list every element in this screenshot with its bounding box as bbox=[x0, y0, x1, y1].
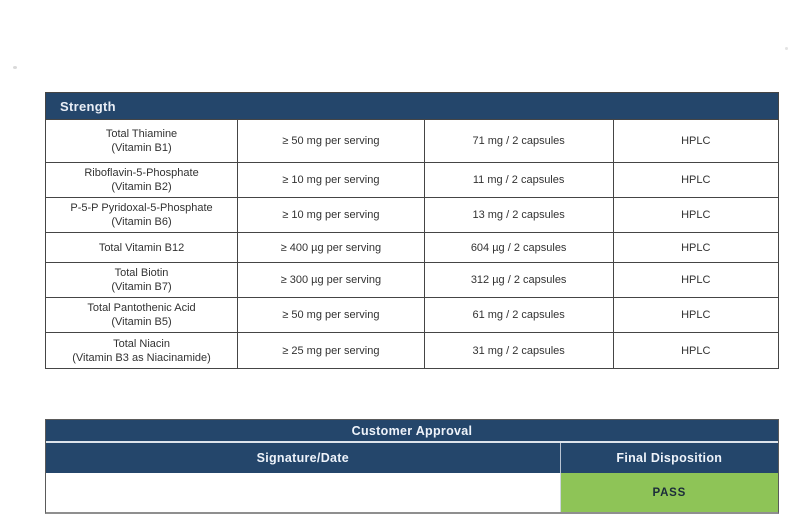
spec-cell: ≥ 300 µg per serving bbox=[237, 263, 424, 297]
spec-value: ≥ 25 mg per serving bbox=[282, 344, 380, 357]
final-disposition-label: Final Disposition bbox=[616, 451, 723, 465]
method-cell: HPLC bbox=[612, 263, 778, 297]
analyte-vitamin: (Vitamin B2) bbox=[111, 181, 172, 193]
method-value: HPLC bbox=[681, 135, 711, 147]
analyte-cell: Total Biotin (Vitamin B7) bbox=[46, 263, 237, 297]
analyte-vitamin: (Vitamin B7) bbox=[111, 281, 172, 293]
spec-value: ≥ 50 mg per serving bbox=[282, 135, 380, 147]
analyte-name: Riboflavin-5-Phosphate bbox=[84, 167, 199, 179]
spec-value: ≥ 50 mg per serving bbox=[282, 309, 380, 321]
signature-field[interactable] bbox=[46, 473, 561, 512]
result-value: 71 mg / 2 capsules bbox=[472, 135, 565, 147]
final-disposition-header: Final Disposition bbox=[561, 443, 778, 473]
analyte-vitamin: (Vitamin B3 as Niacinamide) bbox=[72, 351, 211, 364]
table-row: Riboflavin-5-Phosphate (Vitamin B2) ≥ 10… bbox=[46, 162, 778, 197]
table-row: Total Biotin (Vitamin B7) ≥ 300 µg per s… bbox=[46, 262, 778, 297]
analyte-cell: P-5-P Pyridoxal-5-Phosphate (Vitamin B6) bbox=[46, 198, 237, 232]
scan-artifact bbox=[13, 66, 17, 69]
method-value: HPLC bbox=[681, 241, 711, 254]
method-value: HPLC bbox=[681, 209, 711, 221]
method-value: HPLC bbox=[681, 344, 711, 357]
strength-title: Strength bbox=[60, 98, 116, 114]
analyte-name: P-5-P Pyridoxal-5-Phosphate bbox=[70, 202, 213, 214]
analyte-vitamin: (Vitamin B6) bbox=[111, 216, 172, 228]
result-value: 312 µg / 2 capsules bbox=[470, 274, 567, 286]
table-row: Total Vitamin B12 ≥ 400 µg per serving 6… bbox=[46, 232, 778, 262]
analyte-cell: Total Niacin (Vitamin B3 as Niacinamide) bbox=[46, 333, 237, 368]
spec-cell: ≥ 10 mg per serving bbox=[237, 198, 424, 232]
approval-column-headers: Signature/Date Final Disposition bbox=[46, 443, 778, 473]
result-cell: 11 mg / 2 capsules bbox=[423, 163, 613, 197]
spec-cell: ≥ 25 mg per serving bbox=[237, 333, 424, 368]
result-cell: 312 µg / 2 capsules bbox=[423, 263, 613, 297]
analyte-name: Total Vitamin B12 bbox=[98, 241, 185, 254]
analyte-name: Total Pantothenic Acid bbox=[87, 302, 196, 314]
result-cell: 31 mg / 2 capsules bbox=[423, 333, 613, 368]
final-disposition-cell: PASS bbox=[560, 473, 778, 512]
strength-table: Strength Total Thiamine (Vitamin B1) ≥ 5… bbox=[45, 92, 779, 369]
spec-cell: ≥ 10 mg per serving bbox=[237, 163, 424, 197]
method-cell: HPLC bbox=[612, 298, 778, 332]
signature-date-header: Signature/Date bbox=[46, 443, 561, 473]
analyte-cell: Total Vitamin B12 bbox=[46, 233, 237, 262]
table-row: Total Pantothenic Acid (Vitamin B5) ≥ 50… bbox=[46, 297, 778, 332]
customer-approval-title: Customer Approval bbox=[351, 423, 473, 438]
analyte-vitamin: (Vitamin B5) bbox=[111, 316, 172, 328]
result-value: 31 mg / 2 capsules bbox=[472, 344, 565, 357]
customer-approval-header: Customer Approval bbox=[46, 420, 778, 443]
method-value: HPLC bbox=[681, 309, 711, 321]
scan-artifact bbox=[785, 47, 788, 50]
analyte-cell: Riboflavin-5-Phosphate (Vitamin B2) bbox=[46, 163, 237, 197]
pass-badge: PASS bbox=[652, 486, 687, 499]
approval-body-row: PASS bbox=[46, 473, 778, 512]
strength-table-header: Strength bbox=[46, 93, 778, 119]
table-row: P-5-P Pyridoxal-5-Phosphate (Vitamin B6)… bbox=[46, 197, 778, 232]
result-cell: 61 mg / 2 capsules bbox=[423, 298, 613, 332]
method-cell: HPLC bbox=[612, 163, 778, 197]
method-cell: HPLC bbox=[612, 120, 778, 162]
result-value: 11 mg / 2 capsules bbox=[472, 174, 565, 186]
result-value: 604 µg / 2 capsules bbox=[470, 241, 567, 254]
analyte-cell: Total Thiamine (Vitamin B1) bbox=[46, 120, 237, 162]
result-cell: 71 mg / 2 capsules bbox=[423, 120, 613, 162]
method-value: HPLC bbox=[681, 274, 711, 286]
result-cell: 13 mg / 2 capsules bbox=[423, 198, 613, 232]
spec-cell: ≥ 400 µg per serving bbox=[237, 233, 424, 262]
analyte-vitamin: (Vitamin B1) bbox=[111, 142, 172, 154]
spec-cell: ≥ 50 mg per serving bbox=[237, 298, 424, 332]
analyte-name: Total Niacin bbox=[113, 337, 170, 350]
spec-value: ≥ 10 mg per serving bbox=[282, 174, 380, 186]
analyte-name: Total Biotin bbox=[114, 267, 169, 279]
spec-value: ≥ 10 mg per serving bbox=[282, 209, 380, 221]
spec-cell: ≥ 50 mg per serving bbox=[237, 120, 424, 162]
method-cell: HPLC bbox=[612, 198, 778, 232]
table-row: Total Thiamine (Vitamin B1) ≥ 50 mg per … bbox=[46, 119, 778, 162]
spec-value: ≥ 400 µg per serving bbox=[280, 241, 382, 254]
result-cell: 604 µg / 2 capsules bbox=[423, 233, 613, 262]
method-value: HPLC bbox=[681, 174, 711, 186]
signature-date-label: Signature/Date bbox=[256, 451, 349, 465]
analyte-cell: Total Pantothenic Acid (Vitamin B5) bbox=[46, 298, 237, 332]
method-cell: HPLC bbox=[612, 233, 778, 262]
result-value: 13 mg / 2 capsules bbox=[472, 209, 565, 221]
method-cell: HPLC bbox=[612, 333, 778, 368]
customer-approval-table: Customer Approval Signature/Date Final D… bbox=[45, 419, 779, 514]
spec-value: ≥ 300 µg per serving bbox=[280, 274, 382, 286]
result-value: 61 mg / 2 capsules bbox=[472, 309, 565, 321]
table-row: Total Niacin (Vitamin B3 as Niacinamide)… bbox=[46, 332, 778, 368]
analyte-name: Total Thiamine bbox=[105, 128, 178, 140]
